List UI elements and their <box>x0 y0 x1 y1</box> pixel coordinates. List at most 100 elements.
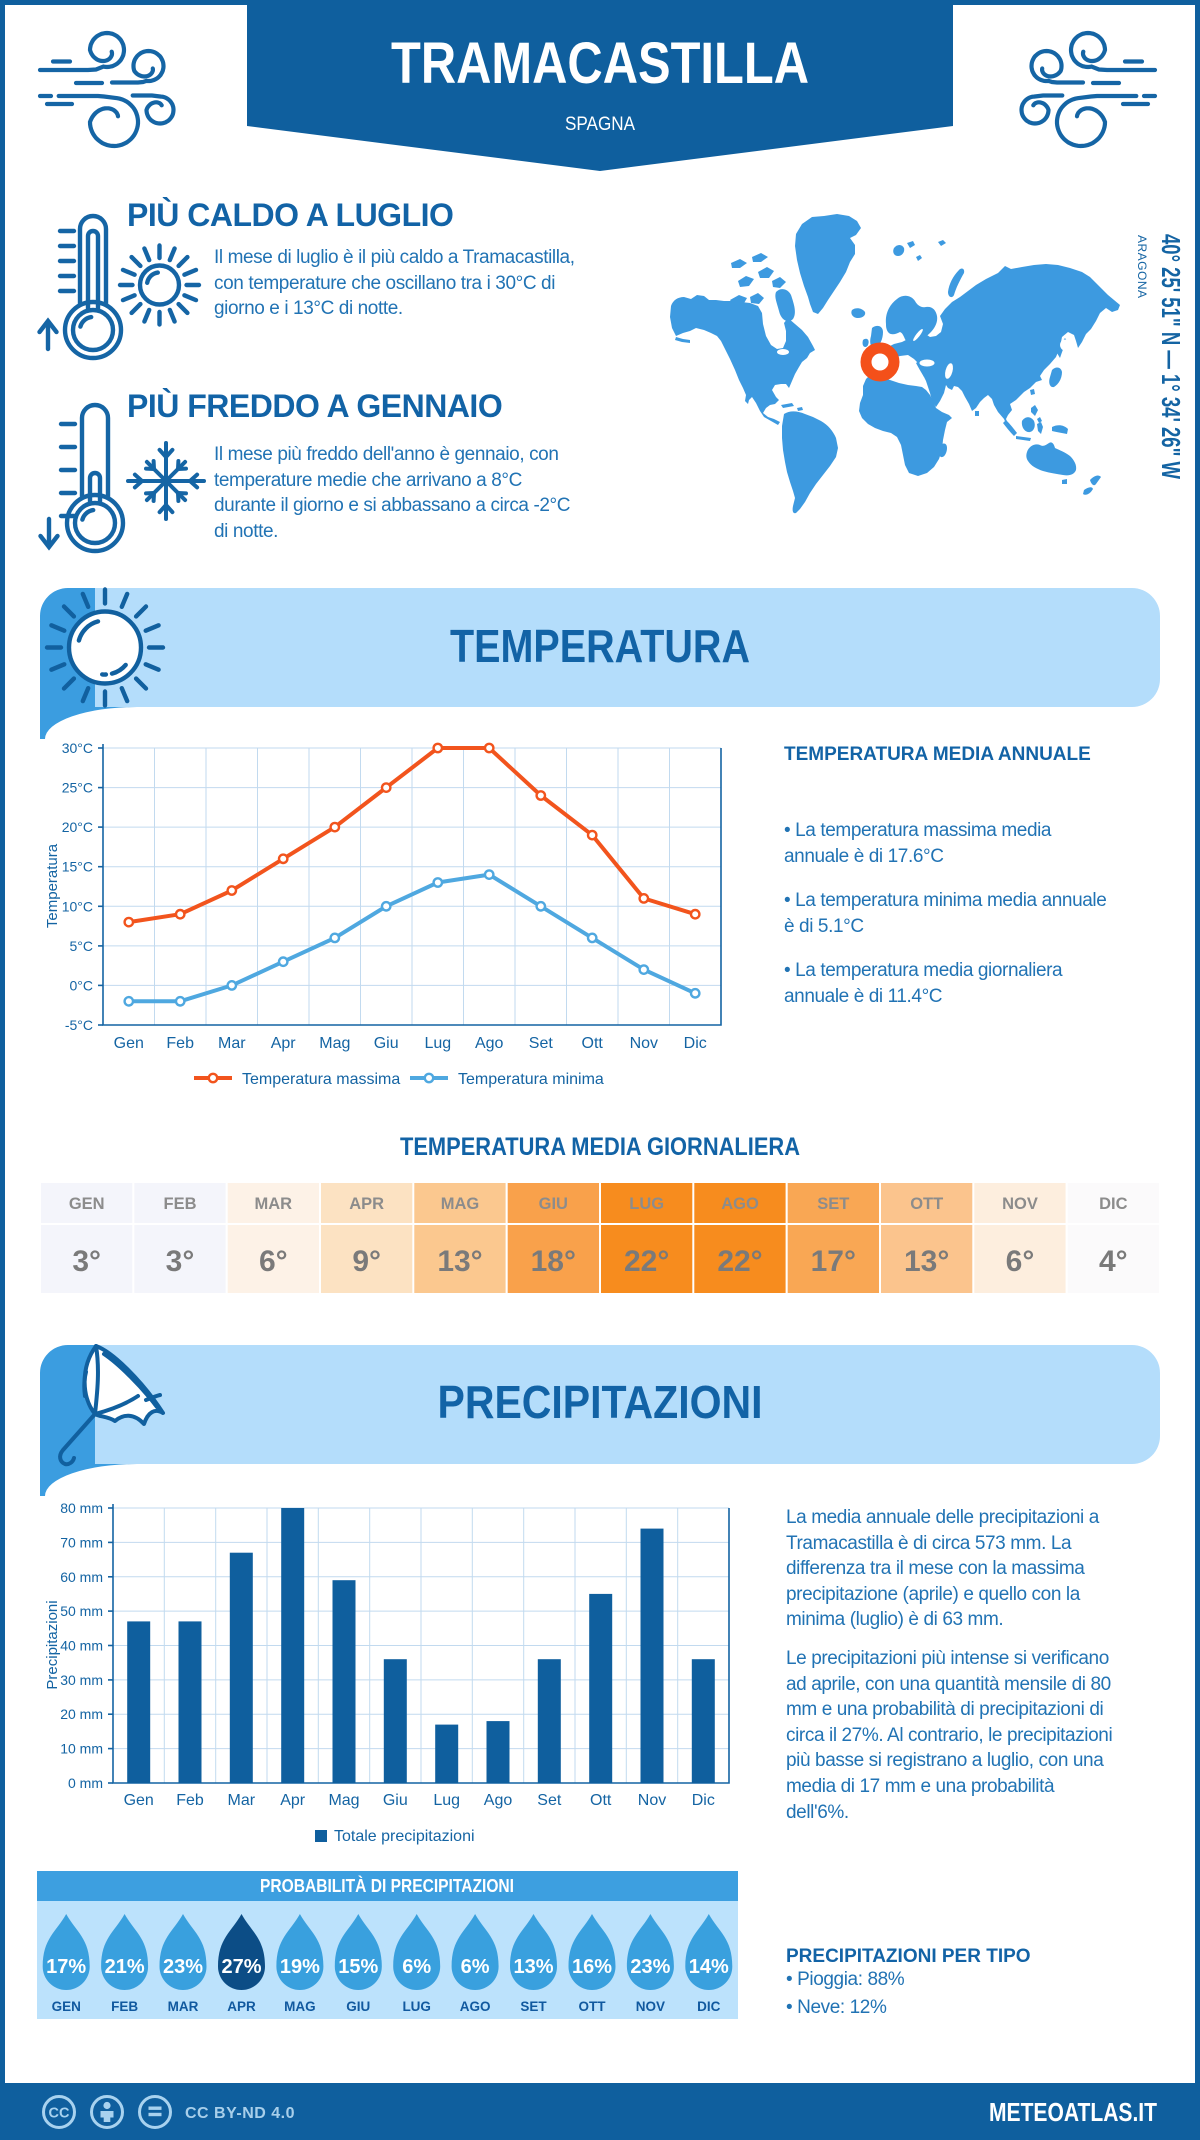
svg-text:LUG: LUG <box>629 1195 664 1213</box>
svg-text:6%: 6% <box>461 1956 490 1978</box>
svg-text:ARAGONA: ARAGONA <box>1135 235 1149 299</box>
svg-text:Gen: Gen <box>124 1792 154 1809</box>
svg-text:4°: 4° <box>1099 1245 1128 1278</box>
svg-text:GEN: GEN <box>69 1195 105 1213</box>
svg-text:OTT: OTT <box>910 1195 943 1213</box>
svg-text:Temperatura massima: Temperatura massima <box>242 1071 400 1088</box>
svg-text:Precipitazioni: Precipitazioni <box>44 1600 61 1689</box>
svg-text:NOV: NOV <box>636 1999 665 2014</box>
svg-text:50 mm: 50 mm <box>60 1603 103 1619</box>
svg-text:Giu: Giu <box>374 1035 399 1052</box>
svg-text:6°: 6° <box>1006 1245 1035 1278</box>
svg-text:30°C: 30°C <box>62 740 93 756</box>
svg-text:60 mm: 60 mm <box>60 1569 103 1585</box>
svg-text:5°C: 5°C <box>70 938 94 954</box>
svg-text:Set: Set <box>529 1035 554 1052</box>
svg-text:Dic: Dic <box>684 1035 707 1052</box>
svg-text:CC: CC <box>49 2106 70 2122</box>
svg-text:Nov: Nov <box>638 1792 666 1809</box>
svg-text:20°C: 20°C <box>62 819 93 835</box>
svg-text:Ago: Ago <box>475 1035 504 1052</box>
svg-text:SET: SET <box>520 1999 547 2014</box>
svg-text:Mar: Mar <box>228 1792 256 1809</box>
svg-text:19%: 19% <box>280 1956 320 1978</box>
svg-text:GIU: GIU <box>539 1195 568 1213</box>
svg-text:Lug: Lug <box>433 1792 460 1809</box>
svg-text:13°: 13° <box>437 1245 482 1278</box>
svg-text:0 mm: 0 mm <box>68 1775 103 1791</box>
svg-text:13°: 13° <box>904 1245 949 1278</box>
svg-text:Mag: Mag <box>319 1035 350 1052</box>
svg-text:22°: 22° <box>624 1245 669 1278</box>
svg-text:Apr: Apr <box>271 1035 297 1052</box>
svg-text:TRAMACASTILLA: TRAMACASTILLA <box>391 31 809 96</box>
svg-text:27%: 27% <box>221 1956 261 1978</box>
svg-text:9°: 9° <box>352 1245 381 1278</box>
svg-text:Ott: Ott <box>582 1035 604 1052</box>
svg-text:0°C: 0°C <box>70 977 94 993</box>
svg-text:Giu: Giu <box>383 1792 408 1809</box>
svg-text:Temperatura: Temperatura <box>44 843 61 928</box>
svg-text:DIC: DIC <box>1099 1195 1128 1213</box>
svg-text:Gen: Gen <box>114 1035 144 1052</box>
svg-text:AGO: AGO <box>721 1195 759 1213</box>
svg-text:18°: 18° <box>531 1245 576 1278</box>
svg-text:Set: Set <box>537 1792 562 1809</box>
svg-text:23%: 23% <box>163 1956 203 1978</box>
svg-text:40° 25' 51" N — 1° 34' 26" W: 40° 25' 51" N — 1° 34' 26" W <box>1156 234 1186 479</box>
svg-text:23%: 23% <box>630 1956 670 1978</box>
svg-text:TEMPERATURA MEDIA GIORNALIERA: TEMPERATURA MEDIA GIORNALIERA <box>400 1133 800 1161</box>
svg-text:Feb: Feb <box>176 1792 204 1809</box>
svg-text:-5°C: -5°C <box>65 1017 93 1033</box>
svg-text:20 mm: 20 mm <box>60 1706 103 1722</box>
svg-text:25°C: 25°C <box>62 780 93 796</box>
svg-text:MAR: MAR <box>168 1999 199 2014</box>
svg-text:Lug: Lug <box>424 1035 451 1052</box>
svg-text:OTT: OTT <box>579 1999 607 2014</box>
svg-text:Totale precipitazioni: Totale precipitazioni <box>334 1828 475 1845</box>
svg-text:MAG: MAG <box>441 1195 480 1213</box>
svg-text:80 mm: 80 mm <box>60 1500 103 1516</box>
svg-text:Ott: Ott <box>590 1792 612 1809</box>
svg-text:3°: 3° <box>72 1245 101 1278</box>
svg-text:LUG: LUG <box>402 1999 431 2014</box>
svg-text:FEB: FEB <box>111 1999 138 2014</box>
svg-text:GIU: GIU <box>346 1999 370 2014</box>
svg-text:6%: 6% <box>402 1956 431 1978</box>
svg-text:15°C: 15°C <box>62 859 93 875</box>
svg-text:TEMPERATURA: TEMPERATURA <box>450 620 750 672</box>
svg-text:Mag: Mag <box>328 1792 359 1809</box>
svg-text:NOV: NOV <box>1002 1195 1038 1213</box>
svg-text:Apr: Apr <box>280 1792 306 1809</box>
svg-text:SET: SET <box>817 1195 849 1213</box>
svg-text:70 mm: 70 mm <box>60 1534 103 1550</box>
svg-text:15%: 15% <box>338 1956 378 1978</box>
svg-text:FEB: FEB <box>164 1195 197 1213</box>
svg-text:17°: 17° <box>811 1245 856 1278</box>
svg-text:METEOATLAS.IT: METEOATLAS.IT <box>989 2097 1157 2127</box>
svg-text:Ago: Ago <box>484 1792 513 1809</box>
svg-text:17%: 17% <box>46 1956 86 1978</box>
svg-text:GEN: GEN <box>52 1999 81 2014</box>
svg-text:APR: APR <box>349 1195 384 1213</box>
svg-text:Mar: Mar <box>218 1035 246 1052</box>
svg-text:10°C: 10°C <box>62 898 93 914</box>
svg-text:14%: 14% <box>689 1956 729 1978</box>
svg-text:SPAGNA: SPAGNA <box>565 114 635 135</box>
svg-text:Feb: Feb <box>166 1035 194 1052</box>
svg-text:MAG: MAG <box>284 1999 316 2014</box>
svg-text:6°: 6° <box>259 1245 288 1278</box>
svg-text:16%: 16% <box>572 1956 612 1978</box>
svg-text:3°: 3° <box>166 1245 195 1278</box>
svg-text:10 mm: 10 mm <box>60 1741 103 1757</box>
svg-text:APR: APR <box>227 1999 256 2014</box>
svg-text:Dic: Dic <box>692 1792 715 1809</box>
svg-text:AGO: AGO <box>460 1999 491 2014</box>
svg-text:PRECIPITAZIONI: PRECIPITAZIONI <box>438 1376 763 1428</box>
svg-text:DIC: DIC <box>697 1999 721 2014</box>
svg-text:CC BY-ND 4.0: CC BY-ND 4.0 <box>185 2105 295 2122</box>
svg-text:MAR: MAR <box>255 1195 293 1213</box>
svg-text:Temperatura minima: Temperatura minima <box>458 1071 604 1088</box>
svg-text:40 mm: 40 mm <box>60 1638 103 1654</box>
svg-text:13%: 13% <box>513 1956 553 1978</box>
